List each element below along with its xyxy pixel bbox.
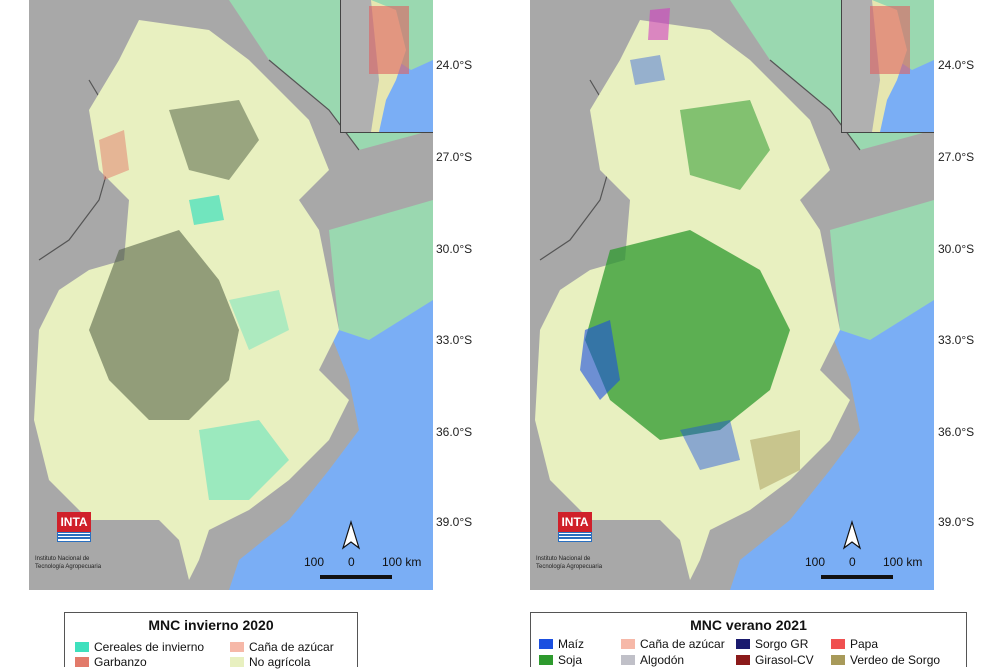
location-inset-map [841,0,934,133]
legend-swatch [539,655,553,665]
legend-item: Caña de azúcar [621,637,725,651]
map-winter-2020: INTA Instituto Nacional de Tecnología Ag… [29,0,433,590]
latitude-label: 24.0°S [938,58,975,72]
legend-item: Garbanzo [75,655,147,669]
legend-swatch [736,639,750,649]
legend-title: MNC invierno 2020 [148,617,274,633]
legend-winter: MNC invierno 2020 Cereales de invierno C… [64,612,358,669]
scale-bar: 100 0 100 km [304,555,433,585]
latitude-label: 33.0°S [436,333,473,347]
legend-swatch [621,639,635,649]
inta-logo: INTA [57,512,91,542]
latitude-label: 36.0°S [938,425,975,439]
location-inset-map [340,0,433,133]
legend-item: Cereales de invierno [75,640,204,654]
latitude-label: 30.0°S [938,242,975,256]
latitude-label: 24.0°S [436,58,473,72]
legend-swatch [75,657,89,667]
legend-swatch [230,642,244,652]
latitude-label: 33.0°S [938,333,975,347]
legend-item: No agrícola [230,655,310,669]
legend-swatch [230,657,244,667]
north-arrow-icon [341,520,361,550]
legend-item: Algodón [621,653,684,667]
north-arrow-icon [842,520,862,550]
legend-title: MNC verano 2021 [690,617,807,633]
legend-item: Verdeo de Sorgo [831,653,940,667]
latitude-label: 27.0°S [436,150,473,164]
latitude-label: 27.0°S [938,150,975,164]
legend-item: Maíz [539,637,584,651]
legend-item: Caña de azúcar [230,640,334,654]
legend-summer: MNC verano 2021 Maíz Caña de azúcar Sorg… [530,612,967,667]
legend-swatch [831,655,845,665]
latitude-label: 39.0°S [436,515,473,529]
latitude-label: 39.0°S [938,515,975,529]
legend-item: Girasol-CV [736,653,814,667]
inta-logo: INTA [558,512,592,542]
institution-name: Instituto Nacional de Tecnología Agropec… [536,556,603,570]
institution-name: Instituto Nacional de Tecnología Agropec… [35,556,102,570]
scale-bar: 100 0 100 km [805,555,934,585]
legend-swatch [831,639,845,649]
latitude-label: 36.0°S [436,425,473,439]
legend-swatch [539,639,553,649]
map-canvas [530,0,934,590]
legend-item: Sorgo GR [736,637,808,651]
legend-swatch [736,655,750,665]
map-summer-2021: INTA Instituto Nacional de Tecnología Ag… [530,0,934,590]
legend-swatch [621,655,635,665]
legend-item: Papa [831,637,878,651]
legend-item: Soja [539,653,582,667]
latitude-label: 30.0°S [436,242,473,256]
legend-swatch [75,642,89,652]
